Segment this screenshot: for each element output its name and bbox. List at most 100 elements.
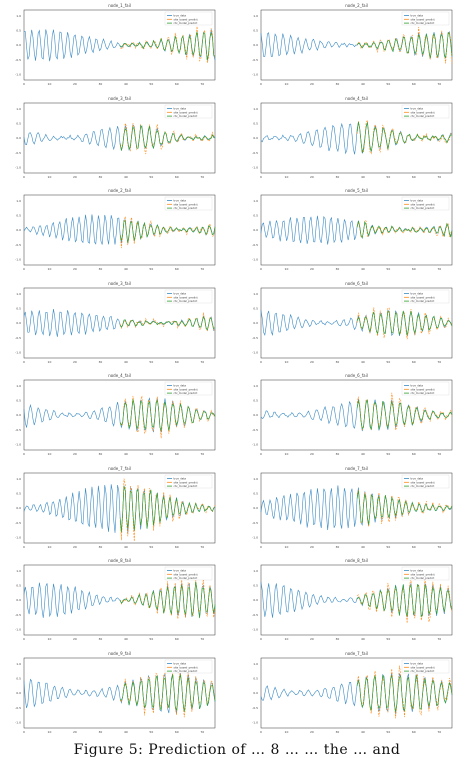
x-tick-label: 40 xyxy=(124,730,128,734)
legend-label: true_data xyxy=(411,106,424,110)
x-tick-label: 70 xyxy=(200,82,204,86)
y-tick-label: -0.5 xyxy=(252,613,258,617)
x-tick-label: 60 xyxy=(412,82,416,86)
y-tick-label: 0.0 xyxy=(16,413,21,417)
x-tick-label: 10 xyxy=(285,730,289,734)
x-tick-label: 50 xyxy=(386,452,390,456)
subplot-title: node_4_fail xyxy=(345,96,368,101)
subplot-3: node_3_fail 1.0 0.5 0.0 -0.5 -1.0 0 10 20 30 40 50 6… xyxy=(0,93,237,185)
x-tick-label: 0 xyxy=(23,267,25,271)
x-tick-label: 70 xyxy=(437,730,441,734)
subplot-svg: node_6_fail 1.0 0.5 0.0 -0.5 -1.0 0 10 20 30 40 50 6… xyxy=(252,281,453,364)
subplot-title: node_7_fail xyxy=(108,466,131,471)
legend-label: true_data xyxy=(411,291,424,295)
legend-label: site_based_predict xyxy=(411,387,435,391)
x-tick-label: 50 xyxy=(149,452,153,456)
x-tick-label: 70 xyxy=(437,267,441,271)
subplot-title: node_2_fail xyxy=(108,188,131,193)
y-tick-label: -1.0 xyxy=(252,257,258,261)
subplot-title: node_1_fail xyxy=(108,3,131,8)
subplot-13: node_8_fail 1.0 0.5 0.0 -0.5 -1.0 0 10 20 30 40 50 6… xyxy=(0,555,237,647)
y-tick-label: 0.5 xyxy=(253,214,258,218)
y-tick-label: 1.0 xyxy=(253,292,258,296)
plot-frame xyxy=(260,287,453,358)
y-tick-label: -1.0 xyxy=(252,627,258,631)
x-tick-label: 50 xyxy=(386,267,390,271)
legend-label: ctx_model_predict xyxy=(174,206,198,210)
subplot-svg: node_4_fail 1.0 0.5 0.0 -0.5 -1.0 0 10 20 30 40 50 6… xyxy=(15,373,216,456)
series-true-data xyxy=(260,398,453,432)
series-site-based-predict xyxy=(119,670,216,717)
subplot-svg: node_7_fail 1.0 0.5 0.0 -0.5 -1.0 0 10 20 30 40 50 6… xyxy=(15,466,216,549)
legend: true_datasite_based_predictctx_model_pre… xyxy=(401,11,450,26)
y-tick-label: -0.5 xyxy=(15,705,21,709)
x-tick-label: 20 xyxy=(310,360,314,364)
legend-label: site_based_predict xyxy=(174,572,198,576)
subplot-16: node_7_fail 1.0 0.5 0.0 -0.5 -1.0 0 10 20 30 40 50 6… xyxy=(237,648,474,740)
legend: true_datasite_based_predictctx_model_pre… xyxy=(401,196,450,211)
legend-label: ctx_model_predict xyxy=(411,299,435,303)
x-tick-label: 10 xyxy=(48,730,52,734)
x-tick-label: 20 xyxy=(310,82,314,86)
subplot-title: node_2_fail xyxy=(345,3,368,8)
x-tick-label: 70 xyxy=(200,360,204,364)
x-tick-label: 0 xyxy=(260,360,262,364)
x-tick-label: 50 xyxy=(149,637,153,641)
legend-label: true_data xyxy=(174,661,187,665)
x-tick-label: 30 xyxy=(98,545,102,549)
subplot-title: node_6_fail xyxy=(345,281,368,286)
y-tick-label: -0.5 xyxy=(252,150,258,154)
x-tick-label: 50 xyxy=(386,175,390,179)
legend-label: true_data xyxy=(411,384,424,388)
x-tick-label: 10 xyxy=(48,637,52,641)
subplot-svg: node_2_fail 1.0 0.5 0.0 -0.5 -1.0 0 10 20 30 40 50 6… xyxy=(252,3,453,86)
legend: true_datasite_based_predictctx_model_pre… xyxy=(164,196,213,211)
subplot-svg: node_8_fail 1.0 0.5 0.0 -0.5 -1.0 0 10 20 30 40 50 6… xyxy=(15,558,216,641)
subplot-9: node_4_fail 1.0 0.5 0.0 -0.5 -1.0 0 10 20 30 40 50 6… xyxy=(0,370,237,462)
series-ctx-model-predict xyxy=(356,121,453,153)
y-tick-label: 0.0 xyxy=(16,43,21,47)
legend-label: site_based_predict xyxy=(174,387,198,391)
y-tick-label: 1.0 xyxy=(16,14,21,18)
x-tick-label: 20 xyxy=(73,637,77,641)
legend-box xyxy=(164,659,213,673)
y-tick-label: 1.0 xyxy=(16,662,21,666)
x-tick-label: 10 xyxy=(48,267,52,271)
y-tick-label: 0.0 xyxy=(253,43,258,47)
x-tick-label: 40 xyxy=(124,82,128,86)
legend-label: ctx_model_predict xyxy=(174,114,198,118)
y-tick-label: -1.0 xyxy=(252,720,258,724)
x-tick-label: 20 xyxy=(73,82,77,86)
x-tick-label: 20 xyxy=(73,360,77,364)
x-tick-label: 0 xyxy=(23,82,25,86)
x-tick-label: 40 xyxy=(124,175,128,179)
series-site-based-predict xyxy=(119,26,216,64)
legend-label: ctx_model_predict xyxy=(411,21,435,25)
y-tick-label: 1.0 xyxy=(16,199,21,203)
subplot-svg: node_2_fail 1.0 0.5 0.0 -0.5 -1.0 0 10 20 30 40 50 6… xyxy=(15,188,216,271)
legend: true_datasite_based_predictctx_model_pre… xyxy=(401,104,450,118)
x-tick-label: 0 xyxy=(260,82,262,86)
legend-label: site_based_predict xyxy=(411,17,435,21)
series-site-based-predict xyxy=(119,579,216,619)
legend-label: ctx_model_predict xyxy=(411,669,435,673)
y-tick-label: 1.0 xyxy=(16,477,21,481)
y-tick-label: 0.5 xyxy=(253,491,258,495)
x-tick-label: 70 xyxy=(437,637,441,641)
x-tick-label: 10 xyxy=(285,637,289,641)
legend-label: true_data xyxy=(174,476,187,480)
x-tick-label: 50 xyxy=(149,82,153,86)
x-tick-label: 30 xyxy=(98,360,102,364)
x-tick-label: 60 xyxy=(412,360,416,364)
y-tick-label: 0.0 xyxy=(16,598,21,602)
x-tick-label: 30 xyxy=(335,175,339,179)
subplot-10: node_6_fail 1.0 0.5 0.0 -0.5 -1.0 0 10 20 30 40 50 6… xyxy=(237,370,474,462)
series-true-data xyxy=(23,483,216,533)
legend-label: site_based_predict xyxy=(174,202,198,206)
chart-grid: node_1_fail 1.0 0.5 0.0 -0.5 -1.0 0 10 20 30 40 50 6… xyxy=(0,3,474,740)
legend-label: site_based_predict xyxy=(174,110,198,114)
x-tick-label: 50 xyxy=(149,267,153,271)
subplot-title: node_7_fail xyxy=(345,651,368,656)
x-tick-label: 10 xyxy=(48,175,52,179)
x-tick-label: 60 xyxy=(175,452,179,456)
